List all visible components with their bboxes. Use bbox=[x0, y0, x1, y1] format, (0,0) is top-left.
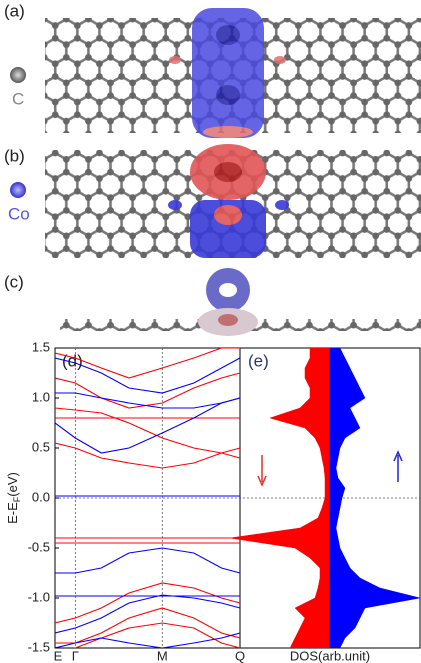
y-tick-label: -0.5 bbox=[28, 539, 50, 554]
y-tick-label: 0.0 bbox=[32, 489, 50, 504]
x-tick-label: Q bbox=[235, 648, 245, 663]
c-atom bbox=[10, 67, 26, 83]
panel-label: (c) bbox=[4, 272, 24, 291]
legend-label: Co bbox=[8, 204, 30, 223]
y-tick-label: -1.5 bbox=[28, 639, 50, 654]
y-tick-label: 1.0 bbox=[32, 389, 50, 404]
y-tick-label: 0.5 bbox=[32, 439, 50, 454]
figure: C (a) Co (b) (c) (d) (e) DOS(arb.unit) E… bbox=[0, 0, 421, 663]
co-atom bbox=[10, 182, 26, 198]
band bbox=[55, 393, 240, 408]
y-tick-label: -1.0 bbox=[28, 589, 50, 604]
y-tick-label: 1.5 bbox=[32, 339, 50, 354]
panel-label: (a) bbox=[4, 1, 25, 20]
band bbox=[55, 595, 240, 633]
panel-label: (e) bbox=[248, 351, 269, 370]
y-axis-label: E-EF(eV) bbox=[5, 472, 22, 524]
x-tick-label: M bbox=[157, 648, 168, 663]
x-axis-label: DOS(arb.unit) bbox=[290, 648, 370, 663]
band bbox=[55, 548, 240, 573]
legend-label: C bbox=[12, 89, 24, 108]
y-axis-label-main: E-E bbox=[5, 502, 20, 524]
y-axis-label-unit: (eV) bbox=[5, 472, 20, 497]
x-tick-label: E bbox=[54, 648, 63, 663]
band bbox=[55, 583, 240, 623]
plot-area bbox=[55, 348, 420, 653]
x-tick-label: Γ bbox=[72, 648, 79, 663]
band bbox=[55, 443, 240, 468]
panel-label: (b) bbox=[4, 146, 25, 165]
spin-density bbox=[198, 268, 258, 336]
